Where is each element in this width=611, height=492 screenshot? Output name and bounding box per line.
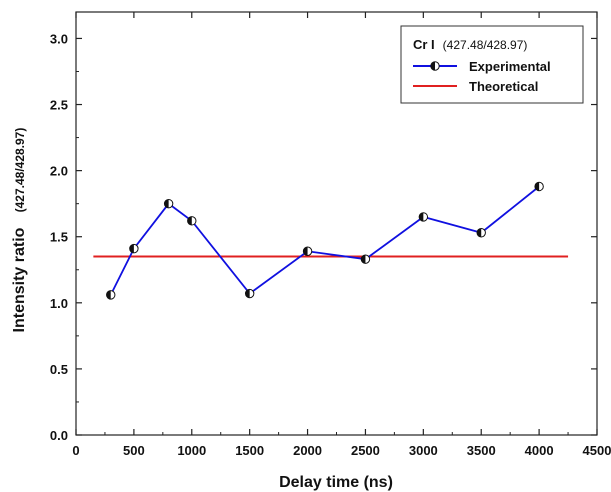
x-tick-label: 3000 [409, 443, 438, 458]
experimental-line [109, 185, 540, 296]
experimental-point [106, 290, 116, 300]
y-axis-title-sub: (427.48/428.97) [13, 128, 27, 213]
x-tick-label: 500 [123, 443, 145, 458]
legend-theoretical-label: Theoretical [469, 79, 538, 94]
x-tick-label: 0 [72, 443, 79, 458]
experimental-point [244, 288, 255, 299]
svg-text:Cr I (427.48/428.97): Cr I (427.48/428.97) [413, 36, 527, 53]
y-axis-title: Intensity ratio [11, 227, 28, 332]
experimental-point [302, 246, 313, 256]
x-tick-label: 2500 [351, 443, 380, 458]
legend-title: Cr I [413, 37, 435, 52]
y-tick-label: 2.0 [50, 164, 68, 179]
legend: Cr I (427.48/428.97) Experimental Theore… [400, 25, 584, 104]
x-tick-label: 1000 [177, 443, 206, 458]
legend-marker-icon [430, 61, 440, 71]
experimental-point [360, 254, 371, 264]
x-tick-label: 4500 [583, 443, 611, 458]
y-tick-label: 0.5 [50, 362, 68, 377]
experimental-point [187, 216, 197, 226]
legend-title-sub: (427.48/428.97) [443, 38, 528, 52]
y-tick-label: 3.0 [50, 31, 68, 46]
legend-experimental-marker [430, 61, 440, 71]
y-tick-label: 2.5 [50, 98, 68, 113]
x-tick-label: 2000 [293, 443, 322, 458]
x-tick-label: 4000 [525, 443, 554, 458]
x-tick-label: 1500 [235, 443, 264, 458]
x-tick-label: 3500 [467, 443, 496, 458]
legend-experimental-label: Experimental [469, 59, 551, 74]
y-tick-label: 1.0 [50, 296, 68, 311]
experimental-point [129, 243, 139, 254]
y-tick-label: 1.5 [50, 230, 68, 245]
y-tick-label: 0.0 [50, 428, 68, 443]
experimental-point [418, 212, 429, 222]
experimental-point [163, 198, 174, 209]
experimental-point [476, 228, 486, 238]
experimental-point [534, 181, 544, 192]
x-axis-title: Delay time (ns) [279, 474, 393, 491]
